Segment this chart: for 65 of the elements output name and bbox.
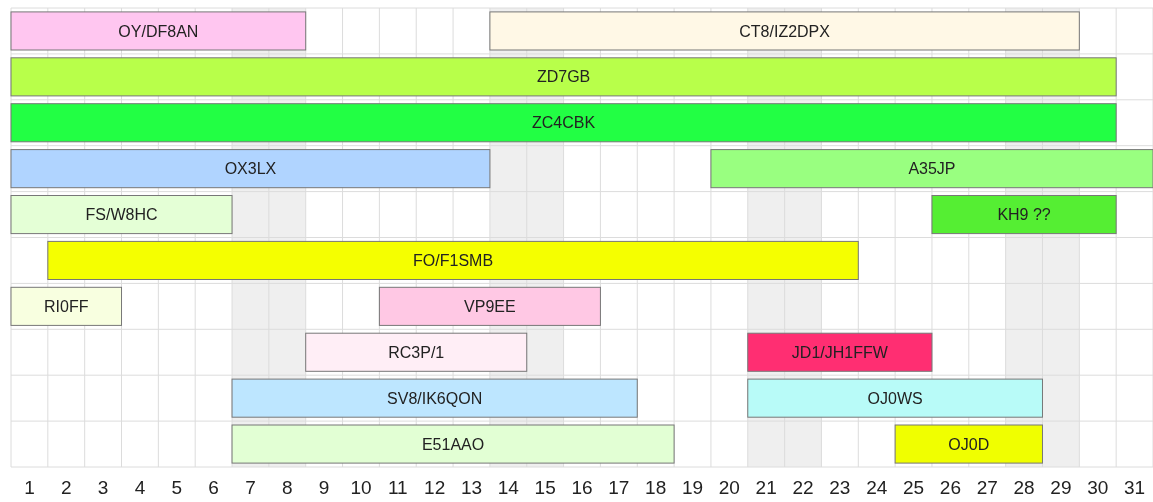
data-label: CT8/IZ2DPX xyxy=(739,22,831,40)
x-tick-label: 27 xyxy=(976,477,998,498)
data-label: ZD7GB xyxy=(536,68,591,86)
data-label: FS/W8HC xyxy=(85,206,158,224)
x-tick-label: 24 xyxy=(866,477,888,498)
bar xyxy=(489,11,1080,51)
x-tick-label: 6 xyxy=(208,477,219,498)
bar xyxy=(10,57,1117,97)
data-label: KH9 ?? xyxy=(997,206,1051,224)
x-tick-label: 26 xyxy=(939,477,961,498)
bar xyxy=(710,149,1153,189)
x-tick-label: 31 xyxy=(1124,477,1146,498)
x-tick-label: 10 xyxy=(350,477,372,498)
x-tick-label: 19 xyxy=(681,477,704,498)
x-tick-label: 13 xyxy=(460,477,483,498)
bar xyxy=(231,378,638,418)
data-label: A35JP xyxy=(908,160,956,178)
x-tick-label: 30 xyxy=(1087,477,1109,498)
data-label: RC3P/1 xyxy=(388,343,445,361)
bar xyxy=(931,195,1117,235)
x-tick-label: 4 xyxy=(134,477,146,498)
x-tick-label: 9 xyxy=(318,477,330,498)
x-tick-label: 23 xyxy=(829,477,851,498)
x-tick-label: 12 xyxy=(424,477,446,498)
x-tick-label: 2 xyxy=(60,477,72,498)
x-tick-label: 11 xyxy=(387,477,408,498)
x-tick-label: 17 xyxy=(608,477,630,498)
x-tick-label: 5 xyxy=(171,477,183,498)
data-label: RI0FF xyxy=(44,297,89,315)
x-tick-label: 15 xyxy=(534,477,556,498)
data-label: JD1/JH1FFW xyxy=(791,343,889,361)
x-tick-label: 21 xyxy=(755,477,777,498)
x-tick-label: 1 xyxy=(24,477,35,498)
data-label: OJ0WS xyxy=(867,389,923,407)
data-label: OY/DF8AN xyxy=(118,22,199,40)
bar xyxy=(747,332,933,372)
bar xyxy=(747,378,1043,418)
x-tick-label: 22 xyxy=(792,477,814,498)
bar xyxy=(305,332,528,372)
data-label: OJ0D xyxy=(948,435,990,453)
bar xyxy=(10,286,123,326)
x-tick-label: 29 xyxy=(1050,477,1072,498)
data-label: ZC4CBK xyxy=(532,114,596,132)
data-label: VP9EE xyxy=(464,297,516,315)
bar xyxy=(10,149,491,189)
bar xyxy=(10,11,307,51)
data-label: OX3LX xyxy=(224,160,277,178)
x-tick-label: 3 xyxy=(97,477,109,498)
x-tick-label: 25 xyxy=(902,477,925,498)
bar xyxy=(10,195,233,235)
bar xyxy=(47,240,859,280)
x-tick-label: 28 xyxy=(1013,477,1035,498)
x-tick-label: 16 xyxy=(571,477,593,498)
x-tick-label: 20 xyxy=(718,477,740,498)
x-tick-label: 7 xyxy=(245,477,256,498)
x-tick-label: 18 xyxy=(645,477,667,498)
bar xyxy=(10,103,1117,143)
x-tick-label: 14 xyxy=(497,477,520,498)
x-tick-label: 8 xyxy=(282,477,293,498)
data-label: E51AAO xyxy=(421,435,485,453)
bar xyxy=(378,286,601,326)
data-label: SV8/IK6QON xyxy=(387,389,483,407)
data-label: FO/F1SMB xyxy=(413,252,494,270)
bar xyxy=(231,424,675,464)
bar xyxy=(894,424,1043,464)
